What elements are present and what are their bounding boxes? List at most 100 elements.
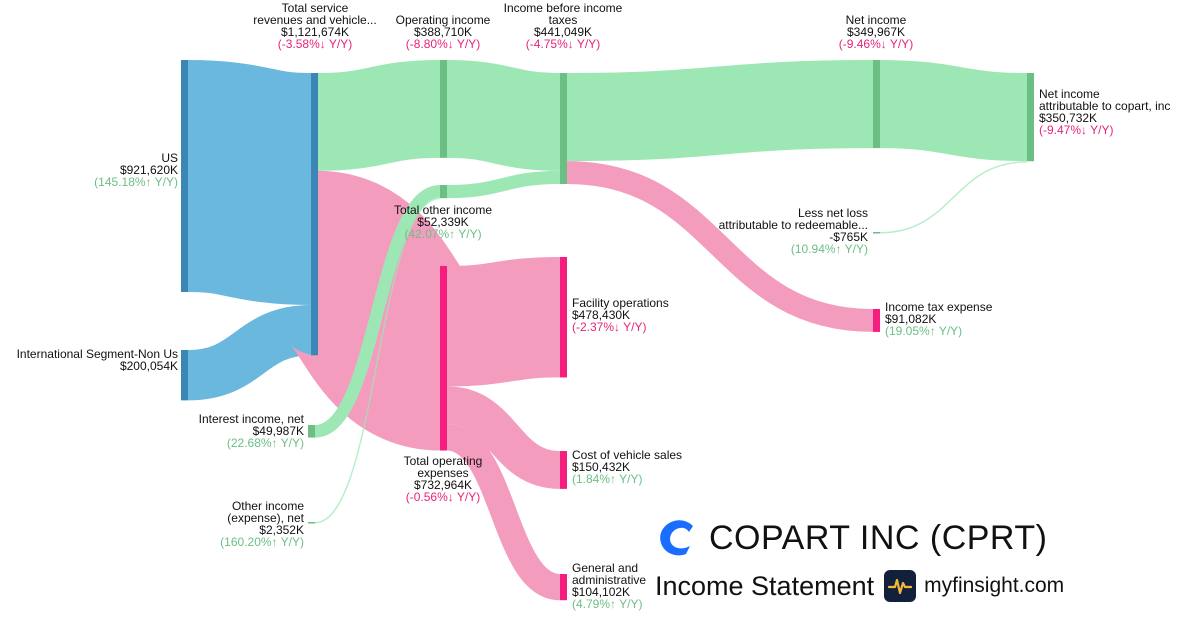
node-bar-attrib [1027,73,1034,162]
sankey-links [186,59,1028,601]
link-opex-to-cvs [445,386,562,489]
node-label-line: International Segment-Non Us [17,347,178,361]
link-other-to-ibt [446,170,561,199]
sankey-labels: US$921,620K(145.18%↑ Y/Y) International S… [17,1,1171,611]
node-label-cvs: Cost of vehicle sales$150,432K(1.84%↑ Y/… [572,448,682,486]
node-label-line: $200,054K [120,359,178,373]
node-label-line: $52,339K [417,215,468,229]
node-change-label: (145.18%↑ Y/Y) [94,175,178,189]
node-label-line: $2,352K [259,523,304,537]
node-bar-other [440,185,447,199]
node-label-line: $91,082K [885,312,936,326]
node-change-label: (160.20%↑ Y/Y) [220,535,304,549]
node-label-opinc: Operating income$388,710K(-8.80%↓ Y/Y) [396,13,491,51]
node-label-line: Interest income, net [199,412,305,426]
node-label-line: $350,732K [1039,111,1097,125]
node-label-line: $349,967K [847,25,905,39]
node-label-line: US [161,151,178,165]
link-us-to-rev [186,60,313,305]
node-change-label: (-9.47%↓ Y/Y) [1039,123,1113,137]
node-bar-otherinc [308,522,315,524]
node-bar-ga [560,574,567,601]
node-label-opex: Total operatingexpenses$732,964K(-0.56%↓… [404,454,483,504]
link-nci-to-attrib [879,161,1028,234]
node-bar-opinc [440,60,447,158]
node-label-ga: General andadministrative$104,102K(4.79%… [572,561,646,611]
node-change-label: (-8.80%↓ Y/Y) [406,37,480,51]
node-change-label: (1.84%↑ Y/Y) [572,472,642,486]
node-label-us: US$921,620K(145.18%↑ Y/Y) [94,151,178,189]
statement-label: Income Statement [655,570,875,601]
node-label-line: $732,964K [414,478,472,492]
node-label-line: Other income [232,499,304,513]
node-label-line: Cost of vehicle sales [572,448,682,462]
node-label-line: Net income [1039,87,1100,101]
pulse-line-icon [884,570,917,602]
node-label-line: (expense), net [227,511,304,525]
node-label-line: administrative [572,573,646,587]
link-interest-to-other [313,185,442,438]
link-opinc-to-ibt [446,59,561,171]
node-bar-interest [308,425,315,438]
node-change-label: (10.94%↑ Y/Y) [791,242,868,256]
brand-title-row: COPART INC (CPRT) [655,512,1047,564]
node-bar-intl [181,350,188,401]
node-label-line: Total other income [394,203,492,217]
node-label-line: attributable to redeemable... [719,218,868,232]
node-label-line: General and [572,561,638,575]
link-netinc-to-attrib [879,60,1028,162]
node-bar-opex [440,266,447,451]
node-label-line: $49,987K [253,424,304,438]
node-bar-netinc [873,60,880,149]
node-label-line: Income tax expense [885,300,993,314]
node-change-label: (4.79%↑ Y/Y) [572,597,642,611]
link-otherinc-to-other [314,197,441,524]
link-opex-to-ga [445,424,562,601]
node-label-netinc: Net income$349,967K(-9.46%↓ Y/Y) [839,13,913,51]
link-intl-to-rev [186,305,313,401]
node-label-line: $104,102K [572,585,630,599]
node-bar-nci [873,232,880,234]
link-ibt-to-tax [566,161,874,332]
node-change-label: (-0.56%↓ Y/Y) [406,490,480,504]
node-label-line: $478,430K [572,308,630,322]
node-bar-rev [311,73,318,356]
node-label-line: -$765K [829,230,868,244]
sankey-nodes [181,60,1034,601]
node-label-tax: Income tax expense$91,082K(19.05%↑ Y/Y) [885,300,993,338]
node-label-line: $921,620K [120,163,178,177]
node-change-label: (-4.75%↓ Y/Y) [526,37,600,51]
node-change-label: (-2.37%↓ Y/Y) [572,320,646,334]
node-label-line: Less net loss [798,206,868,220]
node-label-line: taxes [549,13,578,27]
node-label-line: Total operating [404,454,483,468]
node-bar-facility [560,257,567,378]
node-label-line: revenues and vehicle... [253,13,376,27]
node-bar-ibt [560,73,567,185]
link-rev-to-opinc [317,59,441,171]
node-label-line: Net income [846,13,907,27]
node-label-otherinc: Other income(expense), net$2,352K(160.20… [220,499,304,549]
node-bar-us [181,60,188,292]
node-label-line: Operating income [396,13,491,27]
node-change-label: (-3.58%↓ Y/Y) [278,37,352,51]
node-label-interest: Interest income, net$49,987K(22.68%↑ Y/Y… [199,412,305,450]
link-ibt-to-netinc [566,60,874,162]
node-label-ibt: Income before incometaxes$441,049K(-4.75… [504,1,623,51]
brand-subtitle-row: Income Statement myfinsight.com [655,566,1064,606]
node-label-line: expenses [417,466,468,480]
node-label-line: $441,049K [534,25,592,39]
node-change-label: (-9.46%↓ Y/Y) [839,37,913,51]
node-bar-cvs [560,451,567,489]
node-label-line: Total service [282,1,349,15]
company-title: COPART INC (CPRT) [709,518,1048,557]
node-change-label: (22.68%↑ Y/Y) [227,436,304,450]
node-label-other: Total other income$52,339K(42.07%↑ Y/Y) [394,203,492,241]
node-change-label: (19.05%↑ Y/Y) [885,324,962,338]
node-label-line: $150,432K [572,460,630,474]
node-label-line: attributable to copart, inc [1039,99,1170,113]
node-label-line: Facility operations [572,296,669,310]
